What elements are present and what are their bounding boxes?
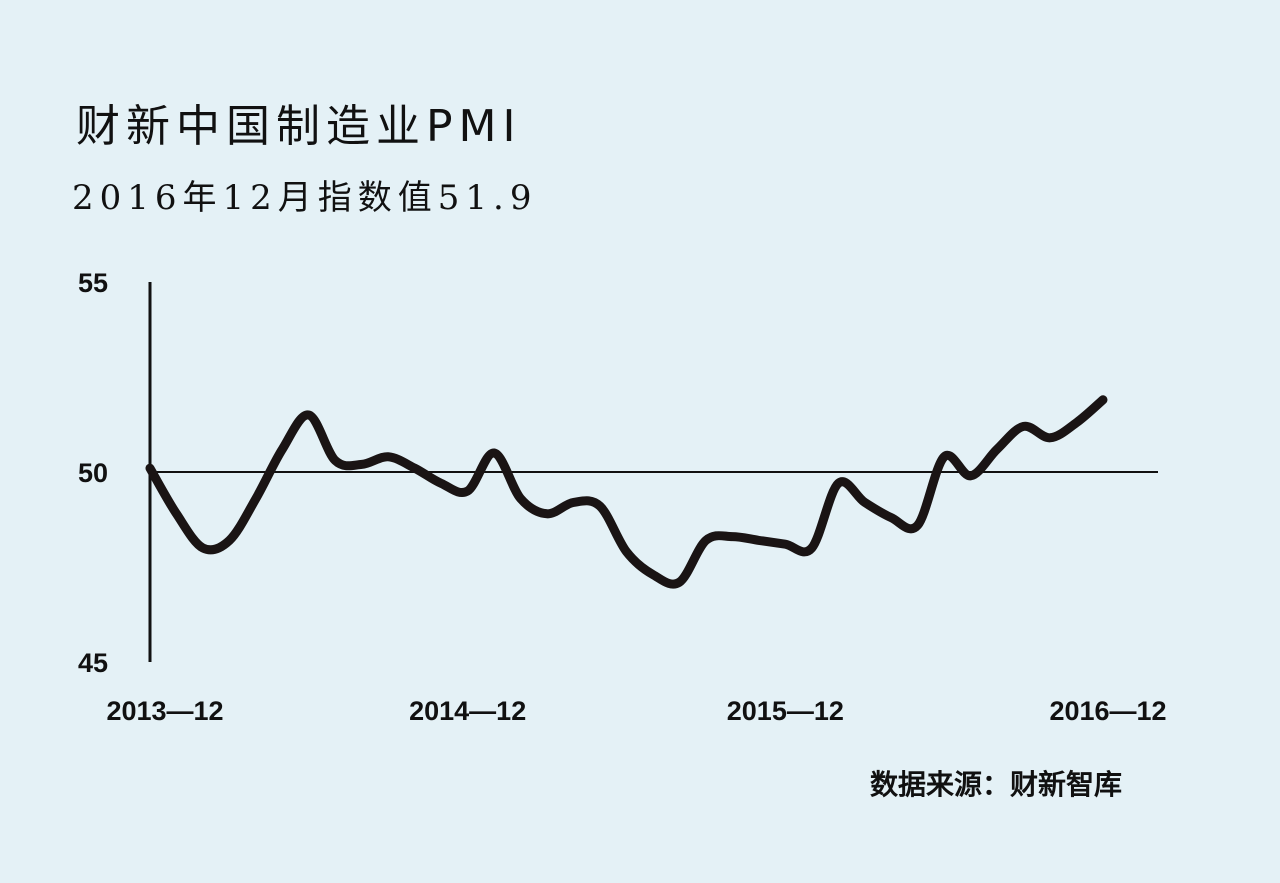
data-point-2015-02 — [517, 495, 525, 503]
data-point-2014-03 — [225, 536, 233, 544]
series-line — [145, 395, 1108, 589]
y-tick-label: 45 — [78, 648, 108, 678]
data-point-2016-10 — [1046, 434, 1054, 442]
data-point-2016-09 — [1020, 422, 1028, 430]
data-point-2014-05 — [278, 445, 286, 453]
data-point-2015-11 — [755, 536, 763, 544]
data-point-2016-05 — [914, 521, 922, 529]
data-point-2016-06 — [940, 453, 948, 461]
data-point-2015-07 — [649, 571, 657, 579]
data-point-2015-04 — [570, 498, 578, 506]
data-point-2016-01 — [808, 544, 816, 552]
data-point-2016-04 — [887, 514, 895, 522]
x-tick-label: 2015—12 — [727, 696, 844, 726]
x-tick-label: 2013—12 — [106, 696, 223, 726]
chart-title: 财新中国制造业PMI — [76, 101, 522, 152]
data-point-2016-12 — [1099, 396, 1107, 404]
chart-subtitle: 2016年12月指数值51.9 — [72, 178, 538, 218]
data-point-2016-03 — [861, 498, 869, 506]
data-point-2014-12 — [464, 487, 472, 495]
data-point-2014-01 — [172, 510, 180, 518]
data-point-2016-08 — [993, 445, 1001, 453]
x-tick-label: 2014—12 — [409, 696, 526, 726]
data-point-2016-02 — [834, 479, 842, 487]
data-point-2014-07 — [331, 457, 339, 465]
data-point-2015-08 — [675, 578, 683, 586]
data-point-2015-06 — [623, 548, 631, 556]
data-point-2015-01 — [490, 449, 498, 457]
data-point-2015-10 — [728, 533, 736, 541]
data-point-2015-12 — [781, 540, 789, 548]
data-point-2014-02 — [199, 544, 207, 552]
data-point-2016-07 — [967, 472, 975, 480]
data-point-2015-09 — [702, 536, 710, 544]
y-tick-label: 55 — [78, 268, 108, 298]
y-tick-label: 50 — [78, 458, 108, 488]
data-point-2015-03 — [543, 510, 551, 518]
data-point-2014-09 — [384, 453, 392, 461]
data-point-2015-05 — [596, 502, 604, 510]
data-point-2014-10 — [411, 464, 419, 472]
data-point-2014-04 — [252, 495, 260, 503]
data-point-2014-11 — [437, 479, 445, 487]
source-note: 数据来源：财新智库 — [870, 768, 1122, 801]
data-point-2013-12 — [146, 464, 154, 472]
x-tick-label: 2016—12 — [1049, 696, 1166, 726]
data-point-2014-06 — [305, 411, 313, 419]
data-point-2016-11 — [1073, 419, 1081, 427]
data-point-2014-08 — [358, 460, 366, 468]
